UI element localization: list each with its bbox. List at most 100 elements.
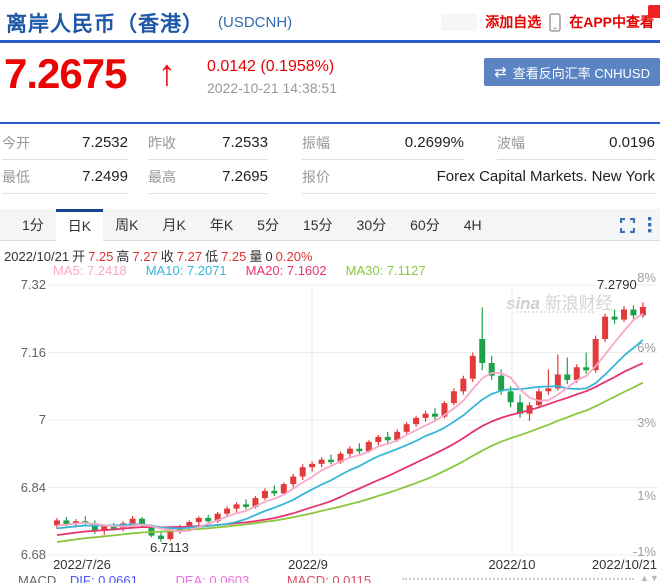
candle-body: [346, 448, 353, 454]
candle-body: [309, 463, 316, 468]
candle-body: [535, 391, 542, 406]
ma-line-MA10: [56, 339, 644, 530]
y-axis-price-label: 7: [38, 412, 46, 427]
candle-body: [224, 508, 231, 514]
candle-body: [394, 431, 401, 441]
add-watchlist-link[interactable]: 添加自选: [485, 14, 542, 30]
ohlc-pct: 0.20%: [275, 249, 313, 264]
tab-4-年K[interactable]: 年K: [209, 216, 234, 233]
candle-body: [214, 513, 221, 522]
current-price: 7.2675: [4, 50, 127, 97]
stat-振幅: 振幅 0.2699%: [302, 126, 464, 160]
macd-value: MACD: 0.0115: [286, 573, 372, 583]
ma-line-MA5: [56, 312, 644, 533]
ma-value-MA5: MA5: 7.2418: [53, 263, 127, 278]
y-axis-price-label: 6.68: [20, 547, 46, 562]
candle-body: [413, 417, 420, 425]
tab-5-5分[interactable]: 5分: [257, 216, 279, 233]
candle-body: [129, 518, 136, 524]
stat-label: 报价: [302, 168, 330, 185]
ohlc-value: 7.27: [176, 249, 203, 264]
tab-0-1分[interactable]: 1分: [22, 216, 44, 233]
candle-body: [54, 520, 60, 526]
scrollbar-arrows[interactable]: ▲▼: [640, 573, 660, 583]
candle-body: [63, 520, 70, 525]
ma-line-MA30: [56, 381, 644, 543]
x-axis-label: 2022/10/21: [591, 557, 657, 572]
view-in-app-link[interactable]: 在APP中查看: [569, 14, 654, 30]
candle-body: [243, 504, 249, 507]
tab-7-30分[interactable]: 30分: [356, 216, 387, 233]
candle-body: [356, 448, 363, 452]
ohlc-value: 7.25: [221, 249, 247, 264]
candle-body: [290, 476, 297, 485]
chart-scrollbar[interactable]: [402, 578, 634, 580]
candle-body: [205, 517, 212, 522]
candle-body: [139, 518, 146, 526]
stat-value: Forex Capital Markets. New York: [436, 168, 655, 185]
candle-body: [639, 306, 646, 316]
phone-icon: [549, 12, 562, 32]
stat-value: 7.2533: [222, 134, 268, 151]
ohlc-value: 7.25: [88, 249, 114, 264]
page-header: 离岸人民币（香港） (USDCNH) 添加自选 在APP中查看: [0, 0, 660, 43]
candle-body: [261, 490, 268, 499]
tab-8-60分[interactable]: 60分: [410, 216, 440, 233]
candle-body: [91, 523, 98, 531]
quote-timestamp: 2022-10-21 14:38:51: [207, 80, 337, 96]
candle-body: [186, 522, 193, 527]
candle-body: [148, 525, 155, 536]
candle-body: [573, 367, 580, 380]
candle-body: [318, 459, 325, 464]
fullscreen-icon[interactable]: [620, 217, 635, 233]
candle-body: [110, 526, 117, 529]
candle-body: [583, 367, 590, 371]
stat-label: 最高: [148, 168, 176, 185]
ohlc-value: 7.27: [132, 249, 158, 264]
swap-icon: ⇄: [494, 64, 507, 81]
tab-6-15分[interactable]: 15分: [302, 216, 333, 233]
high-annotation: 7.2790: [597, 277, 637, 292]
y-axis-price-label: 7.16: [20, 344, 46, 360]
candle-body: [280, 484, 287, 494]
period-tab-bar: 1分 日K 周K 月K 年K 5分 15分 30分 60分 4H: [0, 209, 660, 241]
candlestick-chart[interactable]: [0, 275, 660, 573]
y-axis-pct-label: 6%: [637, 340, 656, 355]
candle-body: [365, 441, 372, 452]
watchlist-star-icon[interactable]: [441, 13, 478, 31]
x-axis-label: 2022/10: [488, 557, 536, 572]
stat-波幅: 波幅 0.0196: [497, 126, 655, 160]
y-axis-pct-label: 8%: [637, 270, 656, 285]
candle-body: [337, 453, 344, 463]
candle-body: [432, 413, 438, 417]
candle-body: [517, 402, 524, 414]
candle-body: [488, 363, 495, 376]
stat-value: 0.2699%: [404, 134, 464, 151]
candle-body: [233, 504, 240, 509]
stat-label: 昨收: [148, 134, 176, 151]
stat-最低: 最低 7.2499: [2, 160, 128, 194]
candle-body: [479, 339, 486, 364]
ma-value-MA30: MA30: 7.1127: [345, 263, 426, 278]
red-corner-badge: [648, 5, 660, 18]
more-options-icon[interactable]: [648, 217, 652, 233]
section-divider: [0, 122, 660, 124]
tab-3-月K[interactable]: 月K: [162, 216, 186, 233]
candle-body: [195, 517, 202, 523]
stat-value: 0.0196: [609, 134, 655, 151]
stat-最高: 最高 7.2695: [148, 160, 268, 194]
tab-1-日K[interactable]: 日K: [55, 209, 104, 241]
sina-watermark: sina 新浪财经: [506, 294, 613, 313]
tab-9-4H[interactable]: 4H: [463, 216, 482, 233]
candle-body: [167, 530, 174, 539]
ohlc-label: 低: [205, 249, 219, 264]
tab-2-周K[interactable]: 周K: [115, 216, 139, 233]
symbol-code: (USDCNH): [218, 14, 293, 31]
y-axis-pct-label: -1%: [632, 544, 656, 559]
ohlc-date: 2022/10/21: [4, 249, 70, 264]
indicator-macd-tab[interactable]: MACD: [18, 573, 57, 583]
reverse-rate-button[interactable]: ⇄ 查看反向汇率 CNHUSD: [484, 58, 660, 86]
chart-toolbar: [620, 217, 652, 233]
indicator-row: MACD DIF: 0.0661 DEA: 0.0603 MACD: 0.011…: [18, 573, 371, 583]
